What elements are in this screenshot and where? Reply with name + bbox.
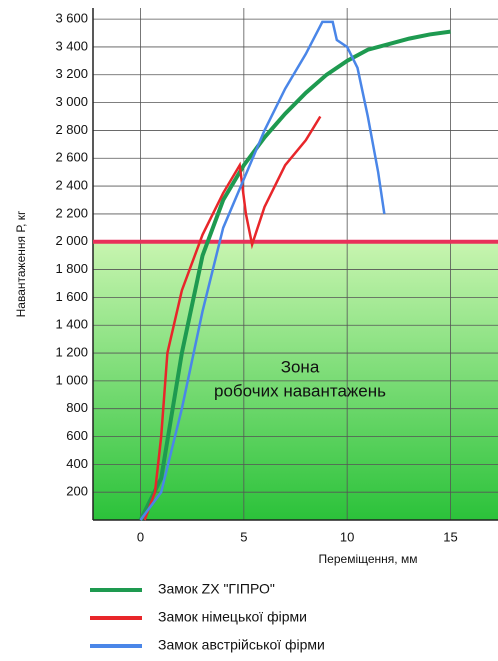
- y-tick-label: 1 200: [55, 344, 88, 359]
- y-tick-label: 2 200: [55, 205, 88, 220]
- y-tick-label: 800: [66, 400, 88, 415]
- y-tick-label: 2 000: [55, 233, 88, 248]
- y-axis-label: Навантаження Р, кг: [14, 210, 28, 317]
- x-tick-label: 5: [240, 529, 247, 544]
- y-tick-label: 400: [66, 456, 88, 471]
- x-tick-label: 10: [340, 529, 354, 544]
- legend-label: Замок німецької фірми: [158, 609, 307, 625]
- y-tick-label: 1 600: [55, 289, 88, 304]
- y-tick-label: 2 600: [55, 150, 88, 165]
- x-tick-label: 0: [137, 529, 144, 544]
- y-tick-label: 2 800: [55, 122, 88, 137]
- legend-label: Замок ZX "ГІПРО": [158, 581, 275, 597]
- y-tick-label: 200: [66, 484, 88, 499]
- x-axis-label: Переміщення, мм: [319, 552, 418, 566]
- series-line: [138, 29, 451, 521]
- y-tick-label: 3 400: [55, 38, 88, 53]
- y-tick-label: 3 000: [55, 94, 88, 109]
- y-tick-label: 600: [66, 428, 88, 443]
- series-line: [143, 115, 322, 521]
- x-tick-label: 15: [443, 529, 457, 544]
- legend-label: Замок австрійської фірми: [158, 637, 325, 653]
- series-line: [139, 20, 386, 521]
- y-tick-label: 3 600: [55, 11, 88, 26]
- y-tick-label: 3 200: [55, 66, 88, 81]
- zone-label: Зона: [281, 357, 320, 376]
- y-tick-label: 1 000: [55, 372, 88, 387]
- zone-label: робочих навантажень: [214, 381, 386, 400]
- y-tick-label: 1 400: [55, 317, 88, 332]
- y-tick-label: 1 800: [55, 261, 88, 276]
- y-tick-label: 2 400: [55, 178, 88, 193]
